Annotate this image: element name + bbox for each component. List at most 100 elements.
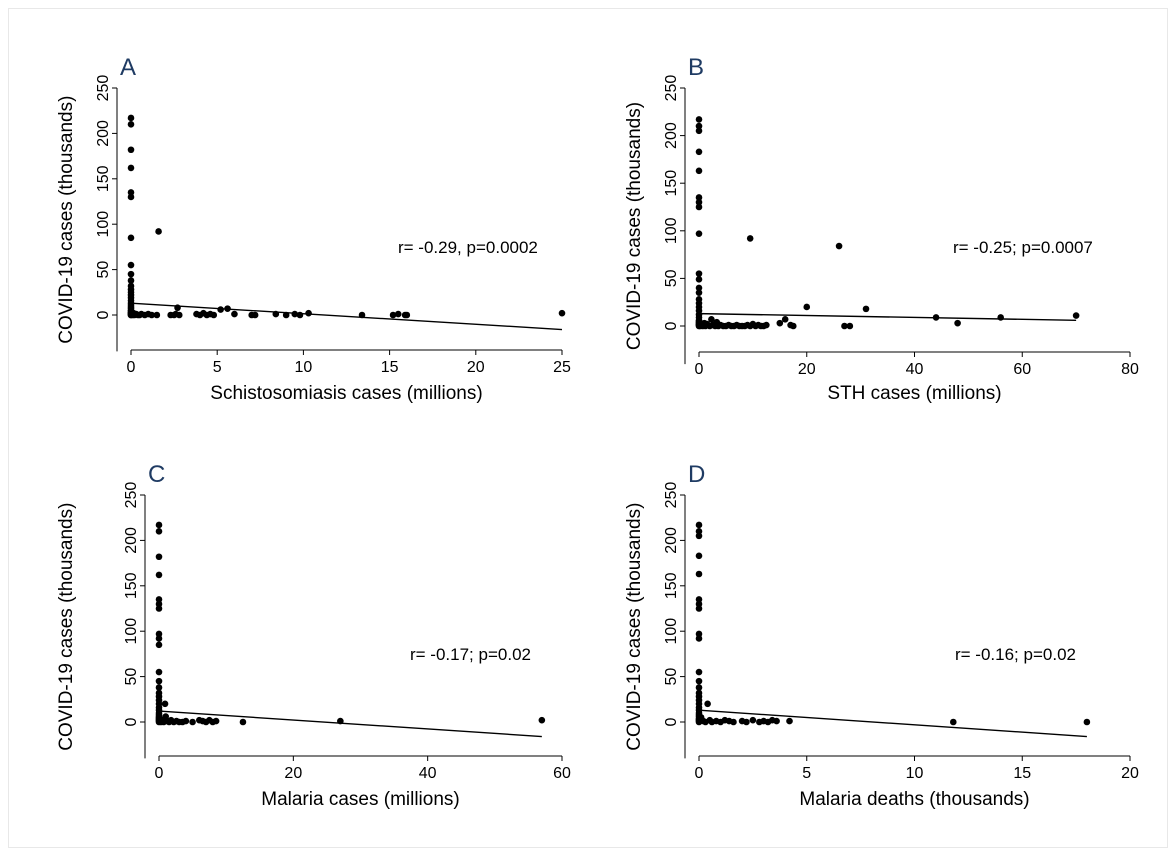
data-point-d-37 (730, 718, 737, 726)
data-point-a-5 (127, 193, 135, 201)
x-tick-label-b-1: 20 (798, 361, 816, 378)
data-point-b-65 (862, 305, 870, 313)
data-point-c-51 (538, 716, 546, 724)
data-point-a-67 (558, 309, 566, 317)
x-tick-label-a-4: 20 (467, 359, 485, 376)
data-point-d-48 (1083, 718, 1091, 726)
y-tick-label-a-0: 0 (95, 310, 112, 319)
x-tick-label-d-1: 5 (802, 765, 811, 782)
data-point-a-53 (224, 305, 231, 312)
data-point-c-2 (155, 553, 163, 561)
y-tick-label-b-5: 250 (663, 75, 680, 102)
y-tick-label-b-1: 50 (663, 269, 680, 287)
annotation-c: r= -0.17; p=0.02 (410, 645, 531, 664)
data-point-a-4 (127, 189, 135, 196)
y-tick-label-b-0: 0 (663, 321, 680, 330)
data-point-d-8 (695, 630, 703, 638)
data-point-a-59 (291, 310, 299, 318)
y-tick-label-d-3: 150 (663, 572, 680, 599)
data-point-b-59 (781, 316, 789, 323)
data-point-c-50 (337, 717, 344, 725)
data-point-c-48 (212, 717, 220, 725)
x-tick-label-c-1: 20 (284, 765, 302, 782)
data-point-a-2 (127, 146, 135, 154)
x-tick-label-d-4: 20 (1121, 765, 1139, 782)
x-tick-label-a-0: 0 (127, 359, 136, 376)
x-tick-label-c-3: 60 (553, 765, 571, 782)
x-tick-label-c-2: 40 (419, 765, 437, 782)
x-axis-title-d: Malaria deaths (thousands) (799, 789, 1029, 810)
fit-line-b (698, 312, 1077, 321)
y-tick-label-d-4: 200 (663, 527, 680, 554)
data-point-d-1 (695, 528, 703, 535)
y-tick-label-c-2: 100 (123, 618, 140, 645)
data-point-c-7 (155, 630, 163, 638)
data-point-a-1 (127, 121, 135, 128)
data-point-b-68 (997, 314, 1004, 321)
data-point-a-58 (282, 311, 290, 319)
panel-label-c: C (148, 461, 165, 488)
data-point-c-9 (155, 641, 163, 649)
data-point-c-3 (155, 571, 163, 579)
data-point-c-6 (155, 605, 163, 612)
y-tick-label-d-5: 250 (663, 482, 680, 509)
y-axis-title-c: COVID-19 cases (thousands) (56, 503, 77, 751)
data-point-b-8 (695, 230, 703, 237)
data-point-b-67 (954, 319, 961, 327)
x-tick-label-a-2: 10 (295, 359, 313, 376)
data-point-a-61 (305, 309, 312, 317)
y-tick-label-d-2: 100 (663, 618, 680, 645)
data-point-c-11 (155, 677, 163, 685)
y-tick-label-d-0: 0 (663, 717, 680, 726)
x-tick-label-c-0: 0 (155, 765, 164, 782)
data-point-c-1 (155, 528, 163, 535)
data-point-c-32 (161, 700, 169, 708)
data-point-b-10 (695, 276, 703, 283)
annotation-d: r= -0.16; p=0.02 (955, 645, 1076, 664)
data-point-d-11 (695, 677, 703, 685)
data-point-a-60 (296, 311, 304, 319)
data-point-a-8 (127, 270, 135, 278)
data-point-b-63 (841, 322, 848, 330)
data-point-a-68 (155, 228, 162, 235)
data-point-a-63 (389, 311, 397, 319)
data-point-b-61 (789, 322, 797, 330)
data-point-d-39 (743, 718, 750, 726)
data-point-b-3 (695, 148, 703, 156)
data-point-c-49 (239, 718, 247, 726)
y-tick-label-c-5: 250 (123, 482, 140, 509)
y-axis-title-d: COVID-19 cases (thousands) (624, 503, 645, 751)
data-point-a-52 (217, 306, 224, 313)
panel-label-d: D (688, 461, 705, 488)
y-tick-label-a-3: 150 (95, 165, 112, 192)
y-tick-label-b-2: 100 (663, 217, 680, 244)
data-point-a-56 (251, 311, 259, 319)
data-point-d-30 (704, 700, 711, 708)
data-point-a-45 (175, 311, 183, 319)
data-point-b-69 (1072, 312, 1080, 319)
data-point-a-51 (210, 311, 218, 319)
data-point-a-66 (403, 311, 411, 319)
data-point-d-10 (695, 668, 703, 676)
y-tick-label-a-4: 200 (95, 120, 112, 147)
data-point-a-9 (127, 277, 135, 284)
data-point-c-12 (155, 684, 163, 691)
panel-label-b: B (688, 54, 704, 81)
data-point-b-58 (776, 319, 784, 327)
y-tick-label-d-1: 50 (663, 668, 680, 686)
data-point-b-70 (746, 235, 754, 242)
data-point-b-1 (695, 122, 703, 130)
data-point-d-6 (695, 600, 703, 608)
data-point-b-6 (695, 198, 703, 206)
data-point-a-57 (272, 310, 280, 318)
x-tick-label-a-1: 5 (213, 359, 222, 376)
data-point-a-62 (358, 311, 366, 319)
data-point-b-5 (695, 194, 703, 201)
data-point-d-45 (773, 717, 780, 725)
x-tick-label-b-2: 40 (906, 361, 924, 378)
x-axis-title-c: Malaria cases (millions) (261, 789, 460, 810)
y-tick-label-a-1: 50 (95, 261, 112, 279)
y-tick-label-c-1: 50 (123, 668, 140, 686)
